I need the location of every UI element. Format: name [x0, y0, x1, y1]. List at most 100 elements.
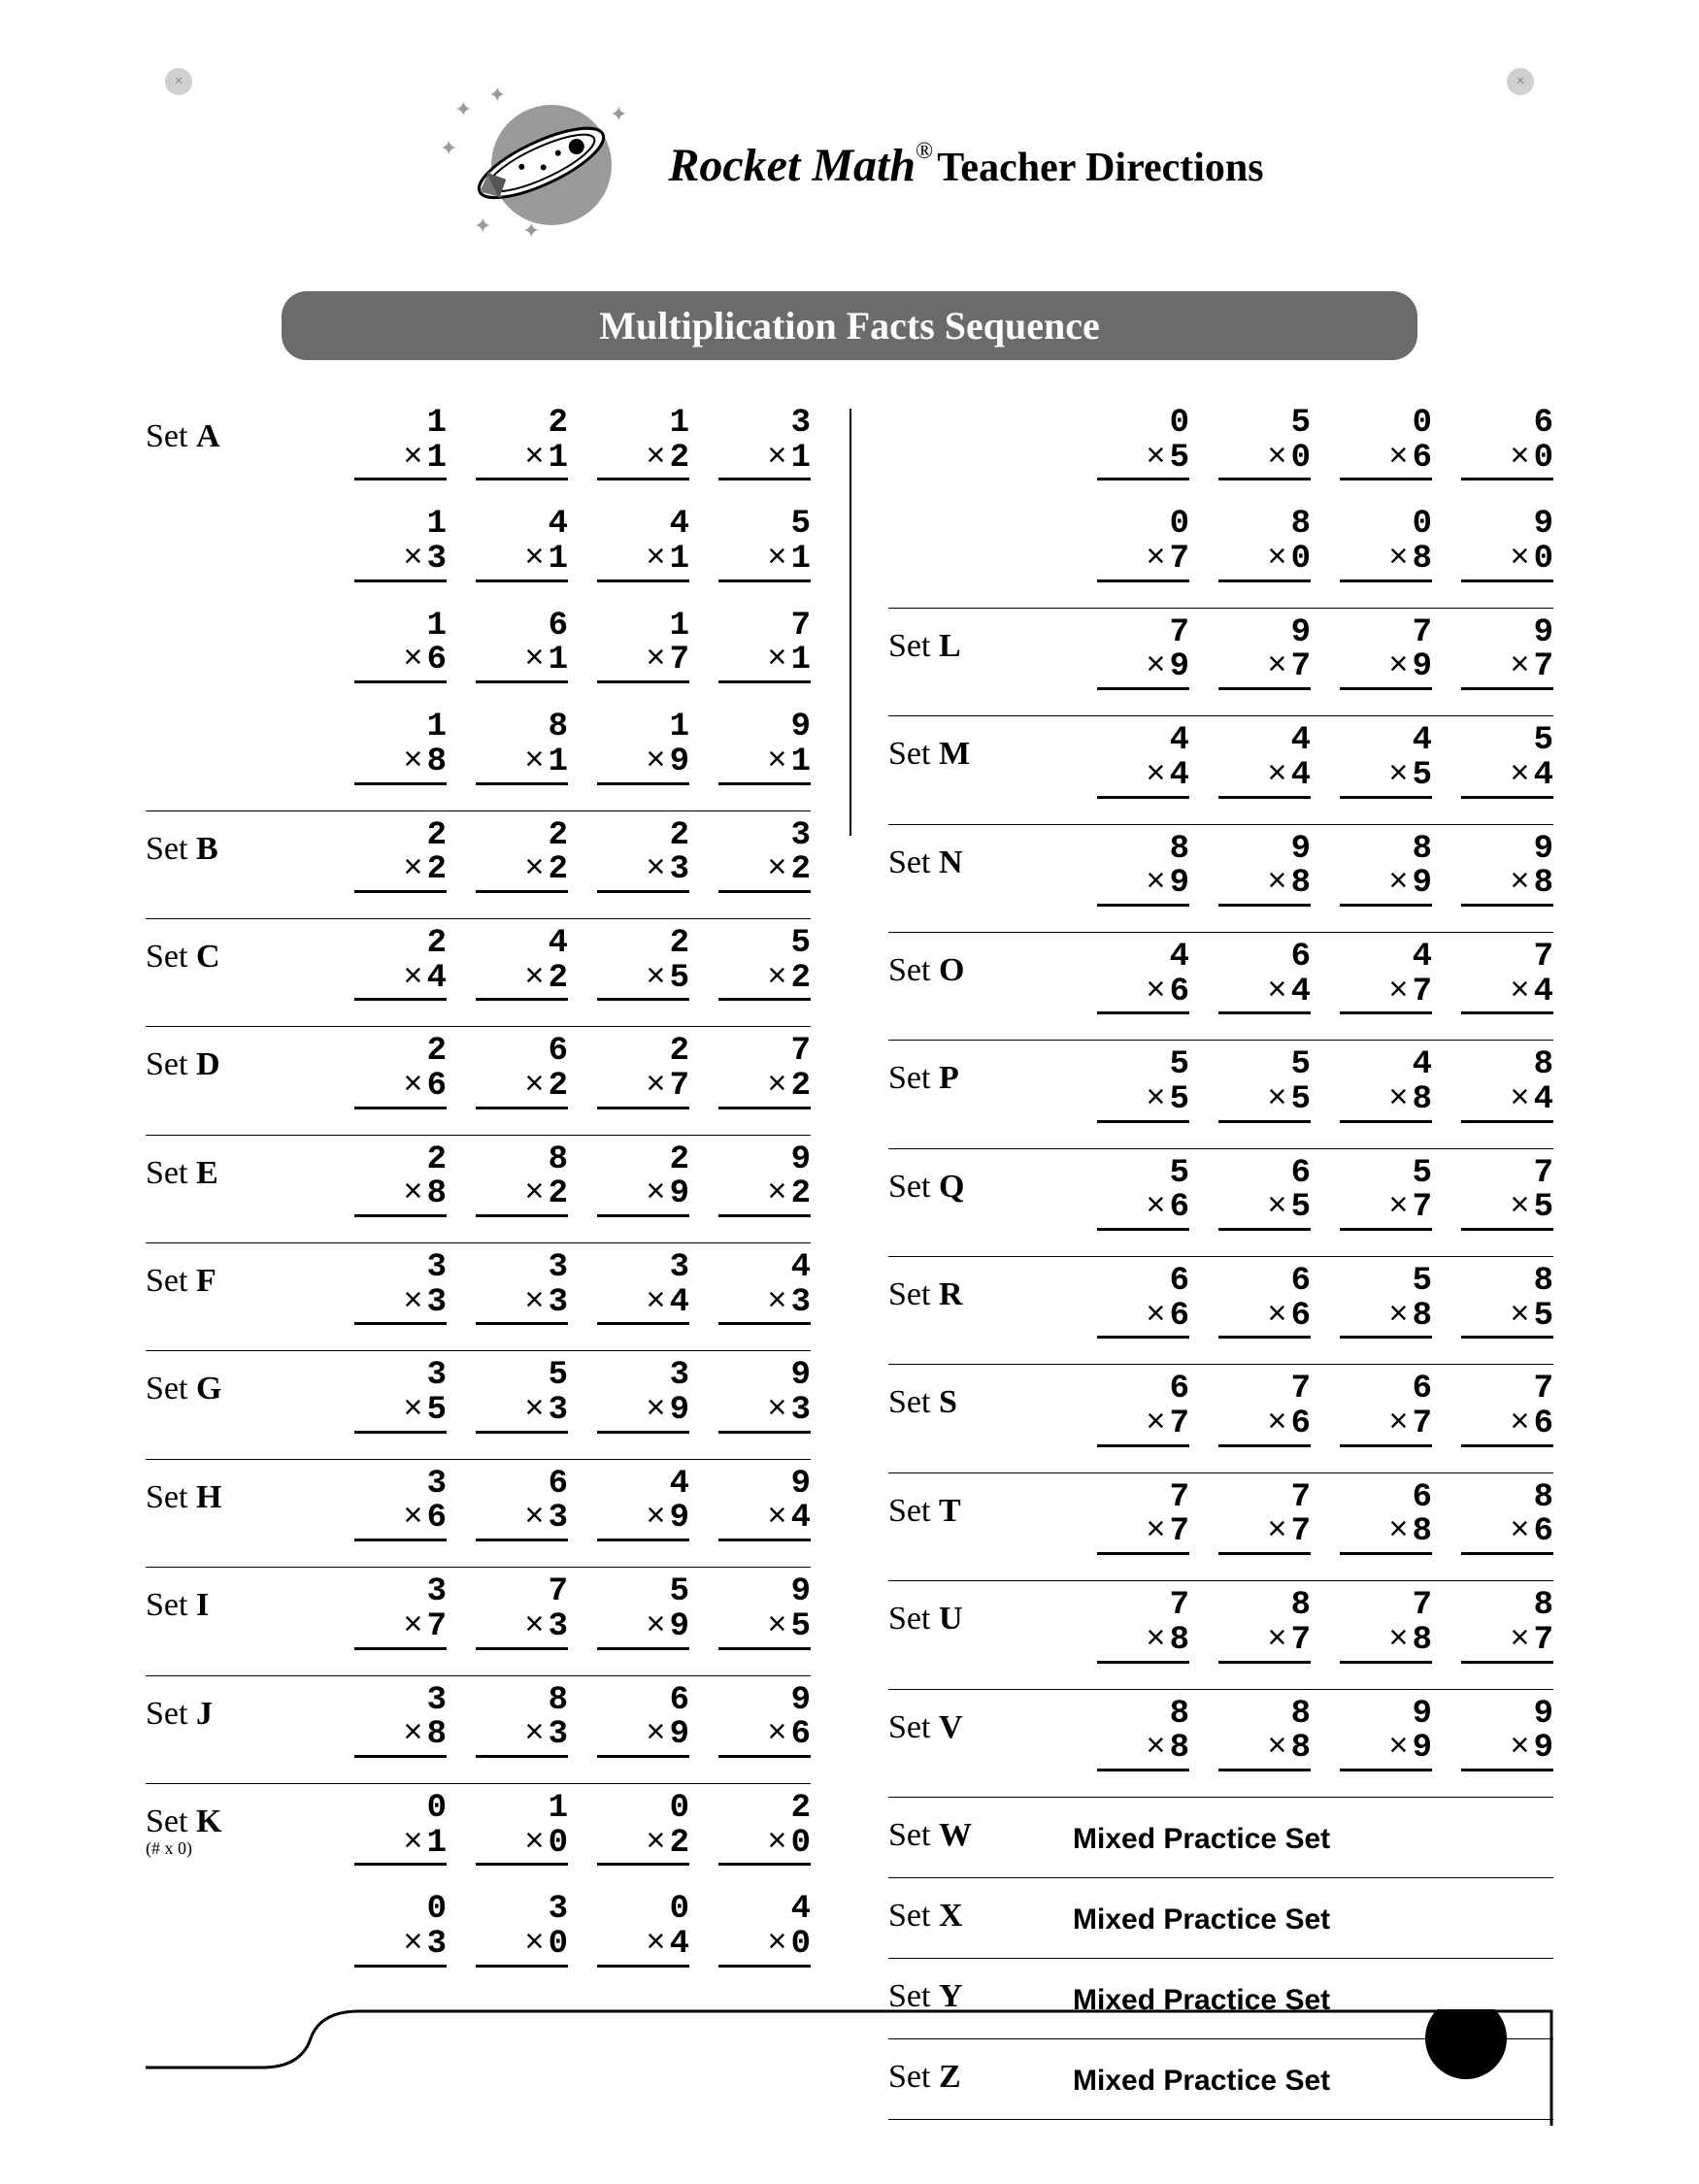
column-divider: [850, 409, 851, 836]
multiplication-problem: 87: [1461, 1589, 1553, 1680]
problems: 79977997: [1063, 616, 1553, 708]
svg-text:✦: ✦: [610, 102, 627, 126]
set-row-S: Set S67766776: [888, 1365, 1553, 1473]
problems: 11211231134141511661177118811991: [320, 407, 811, 803]
set-row-R: Set R66665885: [888, 1257, 1553, 1365]
problems: 56655775: [1063, 1157, 1553, 1248]
multiplication-problem: 27: [597, 1035, 689, 1126]
multiplication-problem: 38: [354, 1684, 447, 1775]
multiplication-problem: 83: [476, 1684, 568, 1775]
set-row-L: Set L79977997: [888, 609, 1553, 716]
multiplication-problem: 74: [1461, 941, 1553, 1032]
multiplication-problem: 03: [354, 1893, 447, 1984]
multiplication-problem: 19: [597, 711, 689, 802]
multiplication-problem: 55: [1097, 1048, 1189, 1140]
multiplication-problem: 25: [597, 927, 689, 1018]
multiplication-problem: 18: [354, 711, 447, 802]
multiplication-problem: 45: [1340, 724, 1432, 815]
multiplication-problem: 66: [1097, 1265, 1189, 1356]
multiplication-problem: 16: [354, 610, 447, 701]
multiplication-problem: 91: [718, 711, 811, 802]
set-label: Set D: [146, 1035, 320, 1082]
multiplication-problem: 66: [1218, 1265, 1311, 1356]
multiplication-problem: 71: [718, 610, 811, 701]
multiplication-problem: 20: [718, 1792, 811, 1883]
problems: 0110022003300440: [320, 1792, 811, 1985]
header: ✦ ✦ ✦ ✦ ✦ ✦ Rocket Math® Teacher Directi…: [146, 87, 1553, 243]
multiplication-problem: 67: [1097, 1373, 1189, 1464]
problems: 35533993: [320, 1359, 811, 1450]
mixed-practice-label: Mixed Practice Set: [1063, 1805, 1553, 1870]
set-label: Set T: [888, 1481, 1063, 1529]
multiplication-problem: 50: [1218, 407, 1311, 498]
multiplication-problem: 87: [1218, 1589, 1311, 1680]
multiplication-problem: 73: [476, 1575, 568, 1667]
set-row-N: Set N89988998: [888, 825, 1553, 933]
multiplication-problem: 88: [1097, 1698, 1189, 1789]
multiplication-problem: 84: [1461, 1048, 1553, 1140]
problem-row: 05500660: [1063, 407, 1553, 498]
multiplication-problem: 78: [1340, 1589, 1432, 1680]
multiplication-problem: 32: [718, 819, 811, 910]
problems: 37735995: [320, 1575, 811, 1667]
set-label: Set S: [888, 1373, 1063, 1420]
multiplication-problem: 80: [1218, 508, 1311, 599]
multiplication-problem: 75: [1461, 1157, 1553, 1248]
multiplication-problem: 05: [1097, 407, 1189, 498]
set-label: Set I: [146, 1575, 320, 1623]
set-row-J: Set J38836996: [146, 1676, 811, 1784]
set-label: Set N: [888, 833, 1063, 880]
set-label: Set H: [146, 1468, 320, 1515]
problem-row: 67766776: [1063, 1373, 1553, 1464]
set-label: Set F: [146, 1251, 320, 1299]
set-row-Q: Set Q56655775: [888, 1149, 1553, 1257]
set-row-H: Set H36634994: [146, 1460, 811, 1568]
problems: 78877887: [1063, 1589, 1553, 1680]
problem-row: 35533993: [320, 1359, 811, 1450]
problem-row: 28822992: [320, 1143, 811, 1235]
multiplication-problem: 30: [476, 1893, 568, 1984]
multiplication-problem: 97: [1218, 616, 1311, 708]
svg-text:✦: ✦: [454, 97, 472, 121]
problem-row: 44444554: [1063, 724, 1553, 815]
set-label: Set C: [146, 927, 320, 975]
problems: 24422552: [320, 927, 811, 1018]
problem-row: 37735995: [320, 1575, 811, 1667]
multiplication-problem: 81: [476, 711, 568, 802]
multiplication-problem: 52: [718, 927, 811, 1018]
multiplication-problem: 76: [1461, 1373, 1553, 1464]
problem-row: 77776886: [1063, 1481, 1553, 1572]
multiplication-problem: 35: [354, 1359, 447, 1450]
multiplication-problem: 59: [597, 1575, 689, 1667]
mixed-practice-label: Mixed Practice Set: [1063, 1886, 1553, 1950]
problem-row: 46644774: [1063, 941, 1553, 1032]
problems: 26622772: [320, 1035, 811, 1126]
set-label: Set Q: [888, 1157, 1063, 1205]
header-text: Rocket Math® Teacher Directions: [668, 139, 1263, 192]
set-row-P: Set P55554884: [888, 1041, 1553, 1148]
registered-mark: ®: [916, 139, 933, 164]
set-row-O: Set O46644774: [888, 933, 1553, 1041]
problem-row: 36634994: [320, 1468, 811, 1559]
set-label: Set O: [888, 941, 1063, 988]
set-row-A: Set A11211231134141511661177118811991: [146, 399, 811, 811]
multiplication-problem: 94: [718, 1468, 811, 1559]
set-row-D: Set D26622772: [146, 1027, 811, 1135]
multiplication-problem: 06: [1340, 407, 1432, 498]
multiplication-problem: 31: [718, 407, 811, 498]
svg-text:✦: ✦: [474, 214, 491, 238]
header-title: Teacher Directions: [937, 146, 1263, 190]
problems: 44444554: [1063, 724, 1553, 815]
set-row-B: Set B22222332: [146, 811, 811, 919]
multiplication-problem: 90: [1461, 508, 1553, 599]
multiplication-problem: 41: [597, 508, 689, 599]
problems: 66665885: [1063, 1265, 1553, 1356]
set-label: Set M: [888, 724, 1063, 772]
problems: 33333443: [320, 1251, 811, 1342]
multiplication-problem: 22: [476, 819, 568, 910]
multiplication-problem: 92: [718, 1143, 811, 1235]
multiplication-problem: 77: [1218, 1481, 1311, 1572]
svg-text:✦: ✦: [440, 136, 457, 160]
facts-columns: Set A11211231134141511661177118811991Set…: [146, 399, 1553, 2120]
set-label: Set W: [888, 1805, 1063, 1853]
